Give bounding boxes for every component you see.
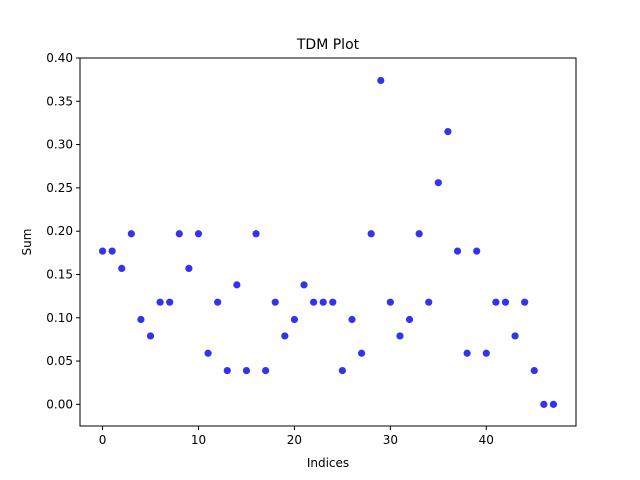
data-point <box>233 281 241 289</box>
data-point <box>281 332 289 340</box>
y-tick-label: 0.20 <box>46 224 73 238</box>
data-point <box>290 315 299 324</box>
data-point <box>386 298 394 306</box>
x-tick-label: 40 <box>479 433 494 447</box>
data-point <box>338 366 346 375</box>
data-point <box>434 179 442 187</box>
y-tick-label: 0.10 <box>46 311 73 325</box>
plot-frame <box>79 57 577 427</box>
x-tick-label: 20 <box>287 433 302 447</box>
data-point <box>271 298 279 306</box>
data-point <box>252 230 260 238</box>
data-point <box>214 298 222 306</box>
y-tick-label: 0.35 <box>46 94 73 108</box>
data-point <box>319 298 327 306</box>
data-point <box>118 264 126 273</box>
data-point <box>396 332 404 340</box>
data-point <box>194 230 203 238</box>
data-point <box>540 400 548 408</box>
x-axis-label: Indices <box>307 456 349 470</box>
data-point <box>223 366 231 375</box>
data-point <box>377 76 385 85</box>
data-point <box>98 247 107 255</box>
x-axis: 0 10 20 30 40 <box>99 426 494 447</box>
data-point <box>511 332 519 340</box>
data-point <box>501 298 510 306</box>
data-point <box>473 247 481 255</box>
y-axis: 0.00 0.05 0.10 0.15 0.20 0.25 0.30 0.35 0.40 <box>46 51 80 411</box>
data-point <box>262 366 270 375</box>
data-point <box>482 349 490 357</box>
data-point <box>405 315 414 324</box>
y-axis-label: Sum <box>20 229 34 256</box>
x-tick-label: 30 <box>383 433 398 447</box>
data-point <box>156 298 164 306</box>
y-tick-label: 0.25 <box>46 181 73 195</box>
data-point <box>521 298 529 306</box>
data-point <box>463 349 471 357</box>
data-point <box>415 230 423 238</box>
data-points <box>98 76 558 408</box>
y-tick-label: 0.30 <box>46 138 73 152</box>
data-point <box>300 281 308 289</box>
data-point <box>444 128 452 136</box>
y-tick-label: 0.40 <box>46 51 73 65</box>
x-tick-label: 10 <box>191 433 206 447</box>
chart-title: TDM Plot <box>296 37 360 53</box>
data-point <box>108 247 116 255</box>
data-point <box>453 247 462 255</box>
data-point <box>549 400 558 408</box>
data-point <box>329 298 337 306</box>
data-point <box>357 349 366 357</box>
data-point <box>127 230 135 238</box>
data-point <box>242 366 251 375</box>
data-point <box>175 230 183 238</box>
data-point <box>492 298 500 306</box>
data-point <box>348 315 356 324</box>
data-point <box>204 349 212 357</box>
data-point <box>146 332 155 340</box>
data-point <box>185 264 193 273</box>
y-tick-label: 0.05 <box>46 354 73 368</box>
data-point <box>530 366 538 375</box>
data-point <box>367 230 375 238</box>
data-point <box>310 298 318 306</box>
data-point <box>425 298 433 306</box>
y-tick-label: 0.00 <box>46 397 73 411</box>
data-point <box>166 298 174 306</box>
x-tick-label: 0 <box>99 433 107 447</box>
data-point <box>137 315 145 324</box>
y-tick-label: 0.15 <box>46 267 73 281</box>
